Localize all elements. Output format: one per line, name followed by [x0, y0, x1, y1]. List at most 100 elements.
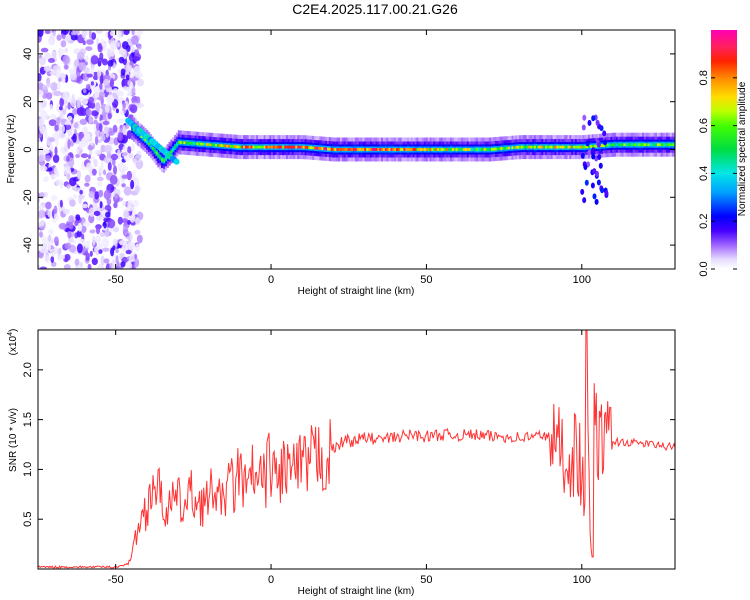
spectrogram-cell [601, 144, 604, 147]
spectrogram-cell [62, 208, 70, 215]
spectrogram-cell [93, 159, 98, 168]
spectrogram-cell [131, 30, 135, 36]
spectrogram-cell [85, 83, 91, 91]
spectrogram-cell [254, 145, 257, 149]
spectrogram-cell [643, 143, 647, 147]
spectrogram-cell [127, 199, 133, 209]
spectrogram-cell [649, 143, 652, 147]
spectrogram-cell [39, 165, 48, 171]
spectrogram-cell [205, 143, 208, 146]
spectrogram-cell [63, 166, 72, 177]
spectrogram-cell [587, 119, 592, 126]
spectrogram-cell [88, 154, 91, 160]
spectrogram-cell [239, 145, 242, 149]
spectrogram-cell [58, 247, 62, 255]
y-tick-label: 0 [22, 146, 34, 152]
spectrogram-cell [362, 148, 365, 151]
spectrogram-cell [95, 225, 101, 235]
spectrogram-cell [104, 144, 112, 154]
spectrogram-cell [539, 145, 542, 149]
spectrogram-cell [92, 235, 96, 246]
spectrogram-cell [226, 144, 229, 148]
spectrogram-cell [84, 244, 91, 249]
spectrogram-cell [504, 146, 507, 150]
spectrogram-cell [463, 148, 466, 151]
spectrogram-cell [211, 143, 214, 147]
spectrogram-cell [138, 133, 141, 137]
spectrogram-cell [470, 148, 473, 151]
spectrogram-cell [547, 145, 550, 149]
spectrogram-cell [272, 145, 276, 149]
spectrogram-cell [123, 186, 132, 196]
spectrogram-cell [472, 148, 475, 151]
spectrogram-cell [282, 145, 285, 149]
spectrogram-cell [595, 144, 598, 148]
spectrogram-cell [528, 145, 531, 149]
spectrogram-cell [74, 59, 80, 67]
spectrogram-cell [85, 212, 89, 218]
spectrogram-cell [172, 147, 175, 151]
spectrogram-cell [38, 146, 44, 156]
spectrogram-cell [80, 153, 89, 159]
spectrogram-cell [41, 248, 49, 254]
spectrogram-cell [671, 143, 675, 147]
spectrogram-cell [438, 148, 441, 151]
spectrogram-cell [437, 148, 440, 151]
y-tick-label: 0.5 [22, 512, 34, 527]
spectrogram-cell [617, 143, 620, 147]
spectrogram-cell [660, 143, 663, 147]
spectrogram-cell [157, 153, 160, 157]
spectrogram-cell [117, 68, 122, 74]
spectrogram-cell [64, 47, 68, 53]
spectrogram-cell [134, 258, 140, 268]
spectrogram-cell [132, 56, 140, 61]
spectrogram-cell [190, 141, 194, 145]
spectrogram-cell [377, 148, 380, 151]
spectrogram-cell [115, 41, 121, 48]
spectrogram-cell [386, 148, 389, 151]
spectrogram-cell [61, 30, 69, 36]
spectrogram-cell [129, 254, 135, 263]
spectrogram-cell [60, 119, 66, 124]
spectrogram-cell [412, 148, 415, 151]
spectrogram-cell [94, 93, 100, 98]
spectrogram-cell [144, 138, 147, 142]
snr-multiplier-close: ) [8, 329, 19, 332]
spectrogram-cell [194, 142, 197, 145]
spectrogram-cell [595, 119, 600, 126]
spectrogram-cell [48, 35, 56, 46]
spectrogram-cell [54, 212, 59, 221]
spectrogram-cell [67, 115, 73, 121]
svg-text:(x104): (x104) [7, 329, 19, 356]
snr-y-ticks: 0.5 1.0 1.5 2.0 [22, 362, 675, 527]
spectrogram-cell [88, 30, 92, 39]
spectrogram-cell [593, 144, 596, 148]
spectrogram-cell [507, 146, 510, 150]
spectrogram-cell [390, 148, 393, 151]
spectrogram-cell [66, 121, 70, 126]
spectrogram-cell [81, 225, 87, 233]
spectrogram-cell [78, 62, 86, 71]
spectrogram-cell [578, 145, 581, 149]
spectrogram-cell [125, 249, 132, 255]
spectrogram-cell [132, 199, 139, 208]
spectrogram-cell [56, 171, 59, 177]
spectrogram-cell [481, 148, 484, 151]
spectrogram-cell [382, 148, 386, 151]
spectrogram-cell [76, 99, 81, 109]
y-tick-label: 2.0 [22, 362, 34, 377]
spectrogram-cell [604, 143, 607, 147]
spectrogram-cell [125, 74, 130, 81]
y-tick-label: -40 [22, 237, 34, 253]
colorbar-tick-label: 0.0 [698, 261, 710, 276]
spectrogram-cell [233, 145, 236, 148]
spectrogram-cell [66, 173, 71, 180]
spectrogram-cell [72, 108, 79, 115]
spectrogram-cell [48, 137, 55, 142]
spectrogram-cell [67, 138, 71, 149]
y-tick-label: 20 [22, 96, 34, 108]
spectrogram-cell [295, 145, 298, 149]
spectrogram-cell [299, 145, 302, 149]
spectrogram-cell [93, 86, 101, 96]
spectrogram-cell [616, 143, 619, 147]
